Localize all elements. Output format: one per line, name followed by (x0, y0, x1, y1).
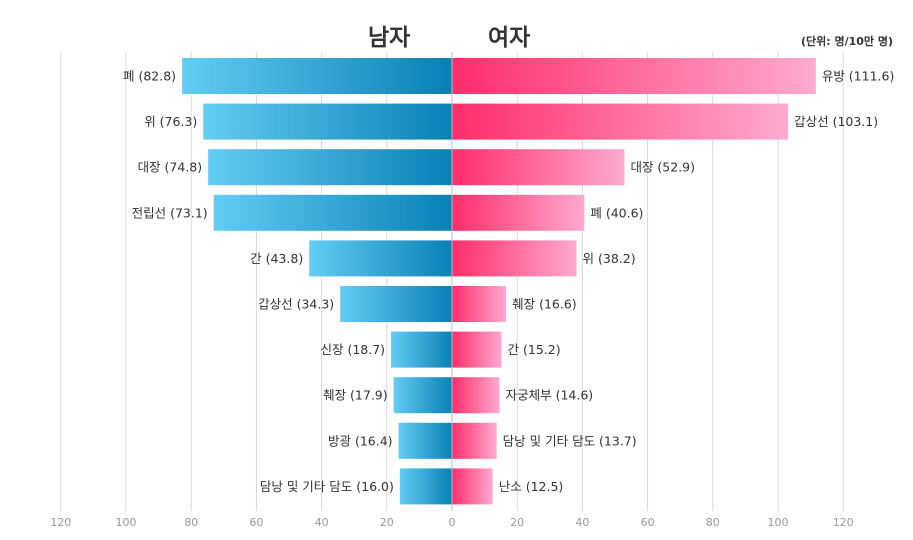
female-title: 여자 (488, 25, 531, 51)
x-tick-label: 100 (116, 516, 137, 529)
female-bar-label: 난소 (12.5) (499, 479, 564, 494)
female-bar (452, 240, 577, 277)
female-bar (452, 468, 493, 505)
male-bar (398, 422, 452, 459)
female-bar (452, 58, 816, 94)
male-bar (399, 468, 452, 505)
x-tick-label: 120 (50, 516, 71, 529)
x-tick-label: 80 (184, 516, 198, 529)
female-bar-label: 간 (15.2) (508, 342, 561, 357)
x-tick-label: 20 (510, 516, 524, 529)
female-bar (452, 422, 497, 459)
female-bar (452, 149, 625, 186)
male-bar-label: 대장 (74.8) (138, 160, 203, 175)
female-bar (452, 286, 507, 322)
male-bar-label: 췌장 (17.9) (323, 388, 388, 403)
x-tick-label: 60 (641, 516, 655, 529)
female-bar (452, 331, 502, 368)
female-bar-label: 위 (38.2) (583, 251, 636, 266)
x-tick-label: 60 (249, 516, 263, 529)
x-tick-label: 40 (575, 516, 589, 529)
female-bar (452, 377, 500, 414)
x-tick-label: 100 (768, 516, 789, 529)
male-bar (309, 240, 452, 277)
male-bar-label: 위 (76.3) (144, 114, 197, 129)
unit-note: (단위: 명/10만 명) (800, 35, 893, 48)
x-tick-label: 80 (706, 516, 720, 529)
male-bar-label: 방광 (16.4) (328, 433, 393, 448)
male-bar-label: 폐 (82.8) (123, 69, 176, 84)
male-bar (182, 58, 452, 94)
female-bar-label: 갑상선 (103.1) (794, 114, 878, 129)
female-bar-label: 담낭 및 기타 담도 (13.7) (503, 433, 637, 448)
female-bar-label: 폐 (40.6) (590, 205, 643, 220)
x-tick-label: 0 (449, 516, 456, 529)
male-bar (340, 286, 452, 322)
male-bar (393, 377, 452, 414)
male-bar (208, 149, 452, 186)
x-tick-label: 40 (315, 516, 329, 529)
x-tick-label: 20 (380, 516, 394, 529)
male-bar (213, 194, 452, 231)
male-bar-label: 담낭 및 기타 담도 (16.0) (260, 479, 394, 494)
male-bar (203, 103, 452, 140)
male-bar (391, 331, 452, 368)
female-bar-label: 자궁체부 (14.6) (506, 388, 594, 403)
male-bar-label: 전립선 (73.1) (132, 205, 208, 220)
male-title: 남자 (368, 25, 411, 51)
female-bar-label: 대장 (52.9) (630, 160, 695, 175)
x-tick-label: 120 (833, 516, 854, 529)
male-bar-label: 갑상선 (34.3) (258, 297, 334, 312)
female-bar (452, 194, 585, 231)
female-bar-label: 췌장 (16.6) (512, 297, 577, 312)
male-bar-label: 신장 (18.7) (320, 342, 385, 357)
female-bar (452, 103, 789, 140)
male-bar-label: 간 (43.8) (250, 251, 303, 266)
female-bar-label: 유방 (111.6) (822, 69, 895, 84)
